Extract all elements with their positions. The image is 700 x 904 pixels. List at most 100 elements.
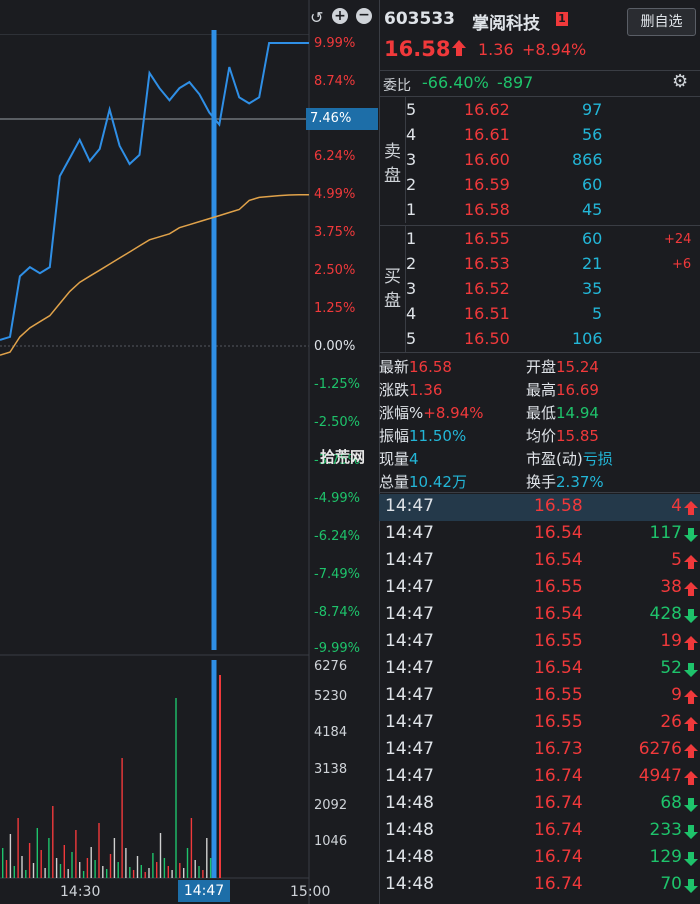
stat-current-volume: 现量4: [379, 450, 419, 468]
sell-row[interactable]: 3 16.60 866: [406, 150, 603, 169]
volume-bar: [156, 862, 158, 878]
volume-bar: [136, 856, 139, 878]
pct-label: 2.50%: [314, 263, 356, 278]
price-change-pct: +8.94%: [522, 40, 587, 59]
divider: [379, 492, 700, 493]
pct-label: -7.49%: [314, 567, 360, 582]
trade-time: 14:47: [385, 685, 434, 705]
volume-bar: [55, 858, 58, 878]
trade-row[interactable]: 14:47 16.54 117: [379, 521, 700, 548]
volume-bar: [167, 866, 169, 878]
trade-row[interactable]: 14:47 16.73 6276: [379, 737, 700, 764]
buy-row[interactable]: 5 16.50 106: [406, 329, 603, 348]
gear-icon[interactable]: ⚙: [672, 71, 689, 92]
buy-row[interactable]: 4 16.51 5: [406, 304, 603, 323]
volume-bar: [90, 847, 92, 878]
sell-row[interactable]: 1 16.58 45: [406, 200, 603, 219]
trade-row[interactable]: 14:47 16.55 38: [379, 575, 700, 602]
watermark: 拾荒网: [320, 448, 366, 466]
volume-bar: [198, 866, 200, 878]
vol-label: 4184: [314, 725, 348, 740]
divider: [379, 225, 700, 226]
trade-price: 16.55: [534, 577, 583, 597]
volume-bar: [82, 871, 85, 878]
volume-bar: [75, 830, 77, 878]
volume-bar: [125, 848, 127, 878]
trade-row[interactable]: 14:47 16.74 4947: [379, 764, 700, 791]
volume-bar: [179, 863, 181, 878]
chart-top-border: [0, 34, 309, 35]
buy-row[interactable]: 2 16.53 21 +6: [406, 254, 692, 273]
trade-row[interactable]: 14:48 16.74 68: [379, 791, 700, 818]
volume-bar: [102, 866, 104, 878]
price-line: [0, 42, 309, 341]
pct-label: 4.99%: [314, 187, 356, 202]
trade-row[interactable]: 14:47 16.54 52: [379, 656, 700, 683]
minus-icon[interactable]: −: [356, 8, 372, 24]
trade-volume: 9: [671, 685, 682, 705]
volume-bar: [113, 838, 116, 878]
trade-price: 16.54: [534, 604, 583, 624]
stat-change: 涨跌1.36: [379, 381, 443, 399]
volume-bar: [175, 698, 177, 878]
stat-avg-price: 均价15.85: [526, 427, 599, 445]
trade-time: 14:47: [385, 604, 434, 624]
current-price: 16.58: [384, 37, 451, 61]
stat-open: 开盘15.24: [526, 358, 599, 376]
pct-label: 1.25%: [314, 301, 356, 316]
trade-row[interactable]: 14:47 16.55 9: [379, 683, 700, 710]
trade-row[interactable]: 14:48 16.74 233: [379, 818, 700, 845]
trade-row[interactable]: 14:48 16.74 129: [379, 845, 700, 872]
trade-row[interactable]: 14:47 16.55 19: [379, 629, 700, 656]
weibi-diff: -897: [497, 73, 534, 92]
trade-time: 14:47: [385, 739, 434, 759]
trade-row[interactable]: 14:47 16.54 5: [379, 548, 700, 575]
trade-time: 14:47: [385, 658, 434, 678]
buy-row[interactable]: 3 16.52 35: [406, 279, 603, 298]
trade-time: 14:47: [385, 496, 434, 516]
trade-price: 16.73: [534, 739, 583, 759]
volume-bar: [32, 863, 35, 878]
sell-row[interactable]: 2 16.59 60: [406, 175, 603, 194]
buy-row[interactable]: 1 16.55 60 +24: [406, 229, 692, 248]
volume-bar: [17, 818, 19, 878]
trade-row[interactable]: 14:47 16.58 4: [379, 494, 700, 521]
weibi-label: 委比: [383, 78, 411, 94]
arrow-up-icon: [684, 743, 698, 763]
volume-bar: [109, 854, 112, 878]
volume-bar: [67, 869, 69, 878]
trade-volume: 428: [649, 604, 682, 624]
time-label: 15:00: [290, 884, 331, 900]
buy-side-box: [379, 226, 406, 352]
vol-label: 5230: [314, 689, 348, 704]
pct-label: -2.50%: [314, 415, 360, 430]
time-label: 14:30: [60, 884, 101, 900]
trade-price: 16.55: [534, 631, 583, 651]
price-chart-svg: [0, 0, 310, 904]
trade-volume: 5: [671, 550, 682, 570]
volume-bar: [117, 862, 119, 878]
pct-label: -6.24%: [314, 529, 360, 544]
avg-price-line: [0, 193, 309, 356]
sell-row[interactable]: 5 16.62 97: [406, 100, 603, 119]
volume-bar: [44, 868, 46, 878]
pct-label: 3.75%: [314, 225, 356, 240]
volume-bar: [98, 823, 100, 878]
sell-row[interactable]: 4 16.61 56: [406, 125, 603, 144]
trade-row[interactable]: 14:47 16.54 428: [379, 602, 700, 629]
trade-price: 16.55: [534, 712, 583, 732]
quote-panel: [379, 0, 700, 904]
trade-volume: 233: [649, 820, 682, 840]
volume-bar: [129, 867, 131, 878]
trade-time: 14:48: [385, 847, 434, 867]
undo-icon[interactable]: ↺: [310, 8, 324, 27]
trade-row[interactable]: 14:48 16.74 70: [379, 872, 700, 899]
remove-watchlist-button[interactable]: 删自选: [627, 8, 696, 36]
intraday-chart-area[interactable]: ↺ + − 9.99% 8.74% 7.46% 6.24% 4.99% 3.75…: [0, 0, 378, 904]
trade-price: 16.54: [534, 523, 583, 543]
trade-row[interactable]: 14:47 16.55 26: [379, 710, 700, 737]
vol-label: 2092: [314, 798, 348, 813]
plus-icon[interactable]: +: [332, 8, 348, 24]
volume-bar: [71, 852, 73, 878]
volume-bar: [171, 870, 173, 878]
